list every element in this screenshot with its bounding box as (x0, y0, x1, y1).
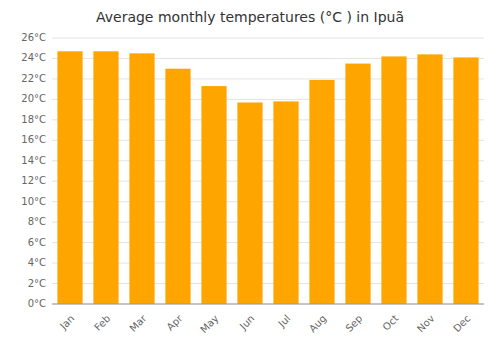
bar (93, 51, 118, 304)
bar (417, 54, 442, 304)
x-axis-line (52, 304, 484, 305)
x-tick-label: Dec (451, 313, 472, 334)
y-tick-label: 22°C (21, 73, 46, 84)
bar (309, 80, 334, 304)
title: Average monthly temperatures (°C ) in Ip… (96, 9, 404, 25)
x-tick-label: May (198, 313, 220, 335)
bar (129, 53, 154, 304)
y-tick-label: 16°C (21, 134, 46, 145)
x-tick-label: Apr (164, 312, 185, 333)
y-tick-label: 2°C (28, 278, 46, 289)
x-tick-label: Jul (275, 313, 292, 330)
y-tick-label: 24°C (21, 52, 46, 63)
x-tick-label: Jun (237, 313, 257, 333)
bar (381, 56, 406, 304)
y-tick-label: 6°C (28, 237, 46, 248)
bars (57, 51, 478, 304)
bar (57, 51, 82, 304)
bar (237, 102, 262, 304)
y-tick-label: 14°C (21, 155, 46, 166)
y-tick-label: 4°C (28, 257, 46, 268)
y-tick-label: 10°C (21, 196, 46, 207)
x-tick-label: Oct (380, 313, 400, 333)
grid-line (52, 38, 484, 39)
x-tick-label: Nov (415, 313, 437, 335)
chart: 0°C 2°C 4°C 6°C 8°C 10°C 12°C 14°C 16°C 18°C 20°C 2… (0, 0, 500, 350)
y-ticks: 0°C 2°C 4°C 6°C 8°C 10°C 12°C 14°C 16°C 18°C 20°C 2… (21, 32, 46, 309)
x-ticks: Jan Feb Mar Apr May Jun Jul Aug Sep Oct Nov Dec (57, 312, 472, 335)
bar (165, 69, 190, 304)
y-tick-label: 12°C (21, 175, 46, 186)
grid (52, 38, 484, 304)
x-tick-label: Mar (127, 312, 149, 334)
x-tick-label: Jan (57, 313, 76, 332)
x-tick-label: Sep (343, 313, 364, 334)
grid-line (52, 304, 484, 305)
bar (453, 57, 478, 304)
y-tick-label: 0°C (28, 298, 46, 309)
y-tick-label: 20°C (21, 93, 46, 104)
bar (345, 64, 370, 304)
y-tick-label: 8°C (28, 216, 46, 227)
y-tick-label: 18°C (21, 114, 46, 125)
y-tick-label: 26°C (21, 32, 46, 43)
bar (273, 101, 298, 304)
x-tick-label: Aug (307, 313, 329, 335)
bar (201, 86, 226, 304)
x-tick-label: Feb (92, 313, 112, 333)
